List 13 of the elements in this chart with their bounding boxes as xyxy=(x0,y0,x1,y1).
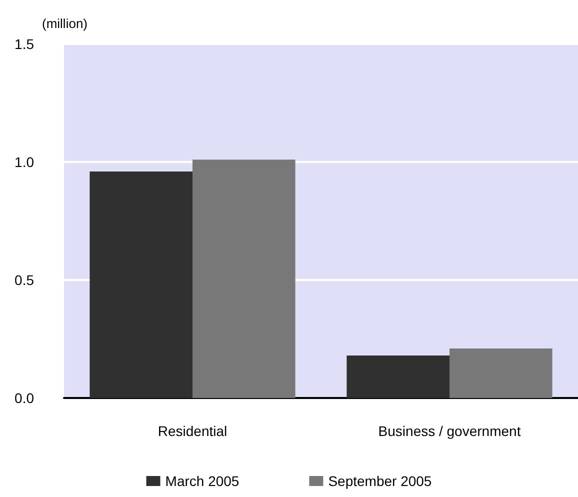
y-tick-label: 0.0 xyxy=(14,390,34,406)
x-tick-label: Residential xyxy=(158,423,228,439)
legend-label: March 2005 xyxy=(165,473,240,489)
bar xyxy=(450,348,552,398)
x-tick-label: Business / government xyxy=(378,423,521,439)
legend-label: September 2005 xyxy=(328,473,432,489)
y-tick-label: 0.5 xyxy=(14,272,34,288)
y-tick-label: 1.0 xyxy=(14,154,34,170)
y-tick-label: 1.5 xyxy=(14,36,34,52)
bar xyxy=(90,171,192,398)
bar xyxy=(346,356,450,398)
y-axis-title: (million) xyxy=(42,16,88,31)
bar xyxy=(192,160,296,398)
